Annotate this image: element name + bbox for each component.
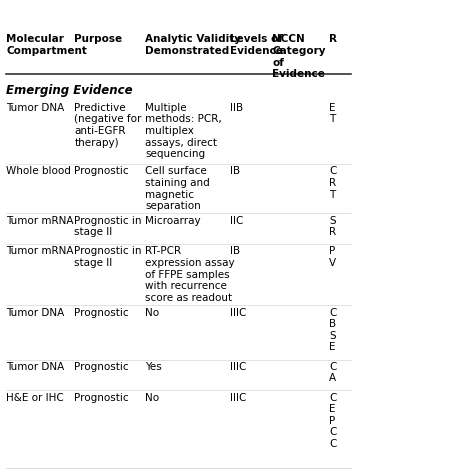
Text: Tumor mRNA: Tumor mRNA [6,216,73,226]
Text: P
V: P V [329,246,336,268]
Text: C
B
S
E: C B S E [329,308,336,353]
Text: IIIC: IIIC [230,362,246,372]
Text: R: R [329,35,337,45]
Bar [353,1,473,473]
Text: Predictive
(negative for
anti-EGFR
therapy): Predictive (negative for anti-EGFR thera… [74,103,142,147]
Text: IIC: IIC [230,216,243,226]
Text: IB: IB [230,246,240,256]
Text: IIIC: IIIC [230,308,246,318]
Text: C
A: C A [329,362,336,383]
Text: Tumor DNA: Tumor DNA [6,362,64,372]
Text: Tumor mRNA: Tumor mRNA [6,246,73,256]
Text: Multiple
methods: PCR,
multiplex
assays, direct
sequencing: Multiple methods: PCR, multiplex assays,… [145,103,222,159]
Text: H&E or IHC: H&E or IHC [6,392,64,402]
Text: Prognostic in
stage II: Prognostic in stage II [74,216,142,237]
Text: No: No [145,392,159,402]
Text: Tumor DNA: Tumor DNA [6,308,64,318]
Text: IIB: IIB [230,103,243,113]
Text: IIIC: IIIC [230,392,246,402]
Text: Tumor DNA: Tumor DNA [6,103,64,113]
Text: Analytic Validity
Demonstrated: Analytic Validity Demonstrated [145,35,241,56]
Text: Prognostic: Prognostic [74,392,129,402]
Text: Purpose: Purpose [74,35,123,45]
Text: E
T: E T [329,103,336,124]
Text: Whole blood: Whole blood [6,166,71,176]
Text: Cell surface
staining and
magnetic
separation: Cell surface staining and magnetic separ… [145,166,210,211]
Text: RT-PCR
expression assay
of FFPE samples
with recurrence
score as readout: RT-PCR expression assay of FFPE samples … [145,246,235,303]
Text: C
R
T: C R T [329,166,336,200]
Text: NCCN
Category
of
Evidence: NCCN Category of Evidence [273,35,326,79]
Text: No: No [145,308,159,318]
Text: Prognostic in
stage II: Prognostic in stage II [74,246,142,268]
Text: C
E
P
C
C: C E P C C [329,392,336,449]
Text: IB: IB [230,166,240,176]
Text: Prognostic: Prognostic [74,362,129,372]
Text: Microarray: Microarray [145,216,201,226]
Text: Emerging Evidence: Emerging Evidence [6,84,133,97]
Text: Yes: Yes [145,362,162,372]
Text: S
R: S R [329,216,336,237]
Text: Prognostic: Prognostic [74,308,129,318]
Text: Prognostic: Prognostic [74,166,129,176]
Text: Molecular
Compartment: Molecular Compartment [6,35,87,56]
Text: Levels of
Evidence: Levels of Evidence [230,35,283,56]
